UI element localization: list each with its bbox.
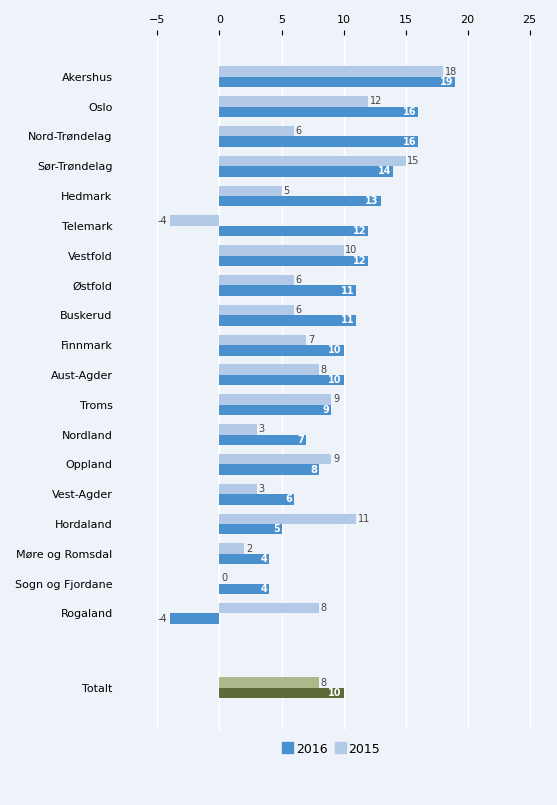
Text: 15: 15 bbox=[407, 156, 420, 166]
Text: 2: 2 bbox=[246, 543, 252, 554]
Text: 3: 3 bbox=[258, 484, 265, 494]
Text: 6: 6 bbox=[296, 305, 302, 315]
Bar bbox=[219, 435, 306, 445]
Text: 9: 9 bbox=[333, 454, 339, 464]
Text: 9: 9 bbox=[323, 405, 329, 415]
Text: 10: 10 bbox=[345, 246, 358, 255]
Bar bbox=[219, 96, 368, 106]
Bar bbox=[170, 216, 219, 226]
Text: -4: -4 bbox=[158, 613, 168, 624]
Text: 8: 8 bbox=[310, 464, 317, 474]
Bar bbox=[219, 405, 331, 415]
Bar bbox=[219, 106, 418, 117]
Bar bbox=[219, 375, 344, 386]
Text: -4: -4 bbox=[158, 216, 168, 225]
Text: 14: 14 bbox=[378, 167, 391, 176]
Text: 12: 12 bbox=[353, 226, 367, 236]
Text: 7: 7 bbox=[308, 335, 315, 345]
Text: 7: 7 bbox=[297, 435, 305, 444]
Bar bbox=[219, 484, 257, 494]
Text: 8: 8 bbox=[321, 603, 327, 613]
Text: 12: 12 bbox=[370, 97, 383, 106]
Text: 9: 9 bbox=[333, 394, 339, 404]
Bar bbox=[219, 394, 331, 405]
Text: 11: 11 bbox=[340, 316, 354, 325]
Bar bbox=[219, 136, 418, 147]
Bar bbox=[219, 305, 294, 316]
Text: 3: 3 bbox=[258, 424, 265, 434]
Text: 12: 12 bbox=[353, 256, 367, 266]
Bar bbox=[219, 494, 294, 505]
Bar bbox=[219, 76, 455, 87]
Text: 10: 10 bbox=[328, 375, 341, 385]
Text: 13: 13 bbox=[365, 196, 379, 206]
Text: 8: 8 bbox=[321, 365, 327, 374]
Bar bbox=[219, 554, 269, 564]
Bar bbox=[219, 335, 306, 345]
Bar bbox=[170, 613, 219, 624]
Text: 16: 16 bbox=[403, 107, 416, 117]
Bar bbox=[219, 345, 344, 356]
Text: 6: 6 bbox=[296, 126, 302, 136]
Text: 8: 8 bbox=[321, 678, 327, 687]
Bar bbox=[219, 66, 443, 76]
Bar bbox=[219, 514, 356, 524]
Bar bbox=[219, 424, 257, 435]
Text: 5: 5 bbox=[273, 524, 280, 535]
Text: 18: 18 bbox=[444, 67, 457, 76]
Bar bbox=[219, 126, 294, 136]
Text: 6: 6 bbox=[285, 494, 292, 505]
Legend: 2016, 2015: 2016, 2015 bbox=[276, 737, 387, 762]
Bar bbox=[219, 286, 356, 296]
Bar bbox=[219, 464, 319, 475]
Bar bbox=[219, 524, 281, 535]
Bar bbox=[219, 584, 269, 594]
Bar bbox=[219, 256, 368, 266]
Text: 10: 10 bbox=[328, 688, 341, 698]
Bar bbox=[219, 365, 319, 375]
Bar bbox=[219, 316, 356, 326]
Text: 4: 4 bbox=[261, 584, 267, 594]
Bar bbox=[219, 196, 381, 206]
Text: 11: 11 bbox=[340, 286, 354, 295]
Bar bbox=[219, 166, 393, 176]
Text: 11: 11 bbox=[358, 514, 370, 524]
Bar bbox=[219, 226, 368, 236]
Text: 6: 6 bbox=[296, 275, 302, 285]
Text: 5: 5 bbox=[284, 186, 290, 196]
Bar bbox=[219, 275, 294, 286]
Bar bbox=[219, 603, 319, 613]
Bar bbox=[219, 246, 344, 256]
Text: 4: 4 bbox=[261, 554, 267, 564]
Bar bbox=[219, 678, 319, 688]
Text: 10: 10 bbox=[328, 345, 341, 355]
Bar bbox=[219, 186, 281, 196]
Bar bbox=[219, 688, 344, 699]
Bar bbox=[219, 454, 331, 464]
Text: 19: 19 bbox=[440, 77, 453, 87]
Text: 16: 16 bbox=[403, 137, 416, 147]
Bar bbox=[219, 543, 245, 554]
Text: 0: 0 bbox=[221, 573, 227, 584]
Bar bbox=[219, 155, 405, 166]
